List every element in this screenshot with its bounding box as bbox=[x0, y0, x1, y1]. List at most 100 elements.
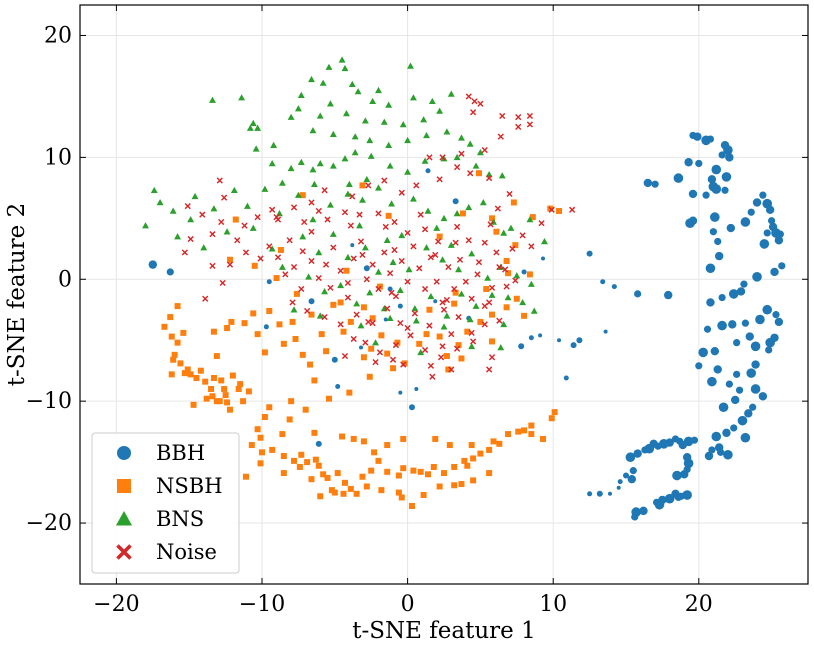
data-point-nsbh bbox=[408, 502, 415, 509]
data-point-noise bbox=[341, 209, 349, 216]
data-point-bns bbox=[466, 316, 474, 323]
data-point-noise bbox=[488, 354, 496, 361]
data-point-bns bbox=[359, 196, 366, 203]
data-point-bbh bbox=[408, 404, 415, 411]
data-point-noise bbox=[470, 109, 477, 116]
data-point-noise bbox=[226, 261, 234, 268]
data-point-noise bbox=[538, 220, 545, 227]
data-point-noise bbox=[391, 246, 398, 254]
data-point-nsbh bbox=[202, 378, 209, 385]
data-point-nsbh bbox=[477, 318, 484, 325]
data-point-nsbh bbox=[347, 318, 354, 325]
data-point-bns bbox=[187, 216, 195, 223]
data-point-bns bbox=[268, 160, 276, 167]
data-point-noise bbox=[426, 322, 433, 329]
data-point-bns bbox=[297, 158, 305, 166]
data-point-nsbh bbox=[390, 365, 397, 372]
data-point-bns bbox=[433, 224, 441, 231]
data-point-bns bbox=[541, 238, 548, 245]
data-point-bns bbox=[337, 281, 345, 289]
data-point-nsbh bbox=[226, 406, 233, 413]
data-point-noise bbox=[209, 262, 216, 269]
data-point-bbh bbox=[725, 380, 733, 388]
data-point-bbh bbox=[745, 332, 754, 341]
series-bbh bbox=[148, 131, 786, 521]
data-point-bbh bbox=[308, 298, 315, 305]
data-point-noise bbox=[187, 235, 194, 243]
plot-frame bbox=[79, 4, 809, 585]
data-point-bns bbox=[150, 186, 158, 194]
data-point-nsbh bbox=[424, 471, 431, 478]
data-point-bbh bbox=[711, 164, 722, 175]
data-point-nsbh bbox=[363, 483, 370, 490]
data-point-bns bbox=[344, 253, 352, 261]
data-point-nsbh bbox=[384, 350, 391, 357]
data-point-nsbh bbox=[224, 399, 231, 406]
data-point-bns bbox=[369, 97, 377, 105]
data-point-bbh bbox=[672, 470, 682, 481]
data-point-nsbh bbox=[277, 247, 284, 254]
data-point-bbh bbox=[315, 440, 322, 447]
data-point-noise bbox=[499, 112, 506, 120]
data-point-bbh bbox=[776, 230, 784, 238]
data-point-noise bbox=[404, 324, 411, 332]
data-point-bns bbox=[504, 294, 512, 301]
data-point-bns bbox=[287, 164, 295, 172]
data-point-bbh bbox=[713, 365, 722, 374]
data-point-bns bbox=[344, 190, 352, 197]
data-point-noise bbox=[337, 321, 344, 328]
data-point-bns bbox=[249, 119, 257, 126]
data-point-bns bbox=[476, 149, 484, 156]
data-point-nsbh bbox=[347, 485, 354, 492]
data-point-noise bbox=[413, 182, 420, 189]
data-point-bns bbox=[440, 214, 448, 222]
data-point-bns bbox=[513, 272, 521, 279]
data-point-nsbh bbox=[375, 457, 382, 464]
data-point-noise bbox=[219, 279, 226, 287]
data-point-noise bbox=[465, 237, 472, 244]
data-point-nsbh bbox=[528, 431, 535, 438]
data-point-nsbh bbox=[197, 367, 204, 374]
data-point-noise bbox=[494, 205, 501, 212]
data-point-bns bbox=[246, 124, 254, 131]
data-point-nsbh bbox=[210, 328, 217, 335]
data-point-noise bbox=[477, 100, 484, 107]
data-point-nsbh bbox=[161, 323, 168, 330]
data-point-bns bbox=[396, 286, 404, 293]
data-point-noise bbox=[341, 352, 349, 360]
data-point-nsbh bbox=[505, 270, 512, 277]
data-point-nsbh bbox=[423, 331, 430, 338]
data-point-noise bbox=[388, 289, 395, 296]
data-point-nsbh bbox=[436, 483, 443, 490]
y-tick-label: 10 bbox=[44, 145, 72, 170]
data-point-noise bbox=[502, 266, 509, 273]
legend-marker-bbh bbox=[117, 446, 131, 460]
legend-marker-nsbh bbox=[117, 479, 131, 493]
data-point-noise bbox=[421, 226, 429, 233]
data-point-bbh bbox=[728, 289, 739, 299]
data-point-noise bbox=[369, 320, 376, 327]
x-tick-label: 0 bbox=[401, 592, 415, 617]
data-point-bbh bbox=[617, 479, 623, 485]
data-point-nsbh bbox=[458, 481, 465, 488]
data-point-nsbh bbox=[486, 446, 493, 453]
data-point-bbh bbox=[752, 272, 762, 282]
data-point-nsbh bbox=[459, 210, 466, 217]
data-point-bbh bbox=[627, 474, 637, 484]
data-point-bns bbox=[297, 91, 305, 98]
data-point-bns bbox=[308, 75, 315, 83]
data-point-nsbh bbox=[464, 462, 471, 469]
data-point-noise bbox=[301, 218, 308, 226]
data-point-bns bbox=[519, 298, 527, 306]
data-point-bbh bbox=[759, 191, 767, 199]
data-point-nsbh bbox=[451, 482, 458, 489]
data-point-bns bbox=[361, 244, 369, 251]
data-point-bbh bbox=[750, 341, 761, 352]
data-point-bbh bbox=[752, 198, 762, 207]
data-point-bns bbox=[409, 195, 417, 202]
data-point-bbh bbox=[350, 243, 355, 248]
data-point-nsbh bbox=[261, 349, 268, 356]
data-point-nsbh bbox=[436, 333, 443, 340]
data-point-bbh bbox=[765, 205, 775, 214]
data-point-noise bbox=[404, 278, 411, 285]
